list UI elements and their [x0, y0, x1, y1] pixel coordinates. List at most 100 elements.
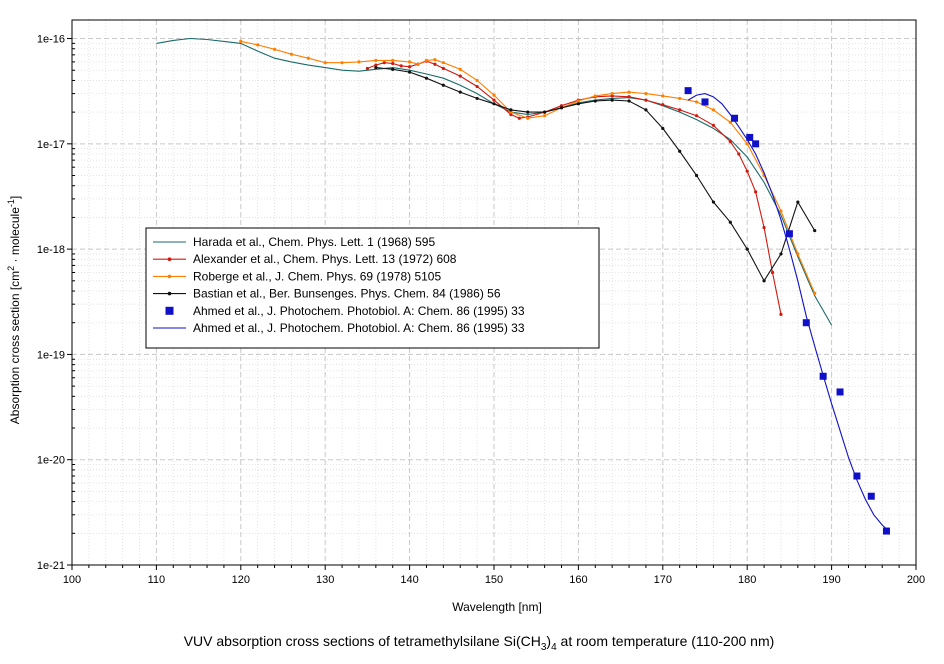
- data-point: [526, 116, 530, 120]
- data-point: [492, 93, 496, 97]
- series-4: [374, 65, 817, 283]
- y-tick-label: 1e-16: [37, 34, 65, 46]
- x-tick-label: 180: [738, 574, 756, 586]
- data-point: [441, 61, 445, 65]
- data-point: [853, 472, 861, 480]
- data-point: [745, 169, 749, 173]
- y-axis-title-part: Absorption cross section [cm: [8, 271, 22, 424]
- y-axis-title-part: ]: [8, 196, 22, 199]
- data-point: [458, 67, 462, 71]
- y-axis-title-sup: 2: [6, 266, 16, 271]
- data-point: [728, 140, 732, 144]
- legend: Harada et al., Chem. Phys. Lett. 1 (1968…: [145, 227, 600, 349]
- x-tick-labels: 100 110 120 130 140 150 160 170 180 190 200: [63, 574, 925, 586]
- data-point: [684, 87, 692, 95]
- legend-entry: Harada et al., Chem. Phys. Lett. 1 (1968…: [153, 235, 435, 249]
- data-point: [694, 173, 699, 178]
- data-point: [416, 62, 420, 66]
- data-point: [433, 58, 437, 62]
- legend-swatch-marker: [167, 257, 172, 262]
- y-tick-label: 1e-17: [37, 139, 65, 151]
- x-tick-label: 160: [569, 574, 587, 586]
- caption-part: at room temperature (110-200 nm): [557, 633, 775, 649]
- x-tick-label: 130: [316, 574, 334, 586]
- legend-label: Ahmed et al., J. Photochem. Photobiol. A…: [193, 321, 525, 335]
- data-point: [424, 58, 429, 63]
- x-tick-label: 100: [63, 574, 81, 586]
- data-point: [391, 67, 395, 71]
- x-tick-label: 150: [485, 574, 503, 586]
- data-point: [731, 114, 739, 122]
- data-point: [836, 388, 844, 396]
- data-point: [306, 56, 310, 60]
- data-point: [576, 99, 581, 103]
- data-point: [517, 116, 521, 120]
- series-6: [687, 93, 887, 530]
- data-point: [661, 94, 665, 98]
- data-point: [289, 52, 294, 56]
- y-tick-label: 1e-20: [37, 455, 65, 467]
- data-point: [475, 78, 479, 83]
- data-point: [627, 95, 631, 99]
- y-tick-label: 1e-19: [37, 349, 65, 361]
- data-point: [711, 108, 716, 112]
- data-point: [728, 220, 732, 224]
- data-point: [661, 103, 665, 107]
- legend-box: [145, 227, 600, 349]
- data-point: [701, 98, 709, 106]
- data-point: [458, 90, 462, 94]
- data-point: [802, 319, 810, 327]
- data-point: [610, 91, 614, 96]
- data-point: [813, 291, 817, 295]
- data-point: [745, 142, 749, 146]
- data-point: [509, 110, 513, 114]
- data-point: [543, 114, 547, 118]
- y-tick-label: 1e-18: [37, 244, 65, 256]
- data-point: [752, 140, 760, 148]
- data-point: [737, 152, 741, 156]
- data-point: [441, 66, 445, 71]
- legend-entry: Roberge et al., J. Chem. Phys. 69 (1978)…: [153, 269, 441, 283]
- y-axis-title-part: · molecule: [8, 207, 22, 266]
- data-point: [678, 149, 682, 153]
- data-point: [678, 96, 682, 101]
- data-point: [374, 65, 378, 70]
- data-point: [711, 200, 716, 204]
- series-layer: [156, 37, 890, 535]
- data-point: [694, 100, 699, 104]
- data-point: [475, 84, 479, 89]
- series-line: [367, 60, 782, 315]
- data-point: [627, 90, 631, 94]
- caption-sub: 3: [541, 642, 547, 653]
- data-point: [492, 102, 496, 106]
- data-point: [576, 102, 581, 106]
- data-point: [382, 61, 386, 65]
- data-point: [391, 61, 395, 66]
- legend-label: Alexander et al., Chem. Phys. Lett. 13 (…: [193, 252, 457, 266]
- data-point: [543, 110, 547, 114]
- y-tick-label: 1e-21: [37, 560, 65, 572]
- data-point: [867, 492, 875, 500]
- x-axis-title: Wavelength [nm]: [452, 600, 542, 614]
- data-point: [408, 65, 412, 69]
- data-point: [762, 226, 766, 230]
- data-point: [391, 58, 395, 63]
- legend-entry: Bastian et al., Ber. Bunsenges. Phys. Ch…: [153, 287, 501, 301]
- data-point: [559, 106, 564, 110]
- data-point: [644, 108, 648, 112]
- y-axis-title: Absorption cross section [cm2 · molecule…: [6, 196, 22, 424]
- data-point: [745, 247, 749, 251]
- data-point: [239, 39, 243, 43]
- data-point: [610, 98, 614, 102]
- data-point: [796, 200, 800, 204]
- data-point: [272, 47, 277, 51]
- x-tick-label: 200: [907, 574, 925, 586]
- data-point: [661, 126, 665, 131]
- data-point: [408, 70, 412, 74]
- x-tick-label: 190: [822, 574, 840, 586]
- data-point: [526, 110, 530, 114]
- data-point: [424, 76, 429, 80]
- data-point: [408, 60, 412, 64]
- legend-entry: Alexander et al., Chem. Phys. Lett. 13 (…: [153, 252, 457, 266]
